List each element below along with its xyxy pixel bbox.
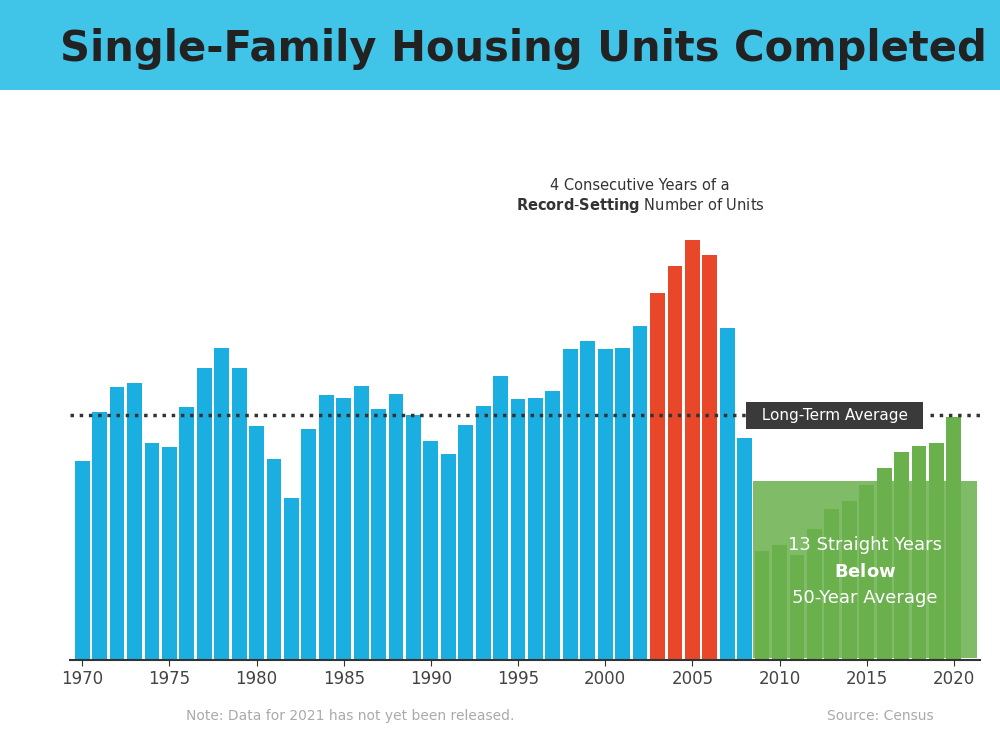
Text: 4 Consecutive Years of a
$\mathbf{Record}$-$\mathbf{Setting}$ Number of Units: 4 Consecutive Years of a $\mathbf{Record…	[516, 178, 764, 214]
Bar	[946, 418, 961, 660]
Bar	[301, 429, 316, 660]
Bar	[702, 255, 717, 660]
Bar	[284, 498, 299, 660]
Bar	[859, 485, 874, 660]
Text: Single-Family Housing Units Completed: Single-Family Housing Units Completed	[60, 28, 987, 70]
Bar	[476, 406, 491, 660]
Bar	[232, 368, 247, 660]
Bar	[545, 391, 560, 660]
Bar	[214, 348, 229, 660]
Bar	[319, 394, 334, 660]
Bar	[650, 293, 665, 660]
Bar	[110, 387, 124, 660]
Bar	[790, 555, 804, 660]
Bar	[371, 410, 386, 660]
Text: 13 Straight Years
$\mathbf{Below}$
50-Year Average: 13 Straight Years $\mathbf{Below}$ 50-Ye…	[788, 536, 942, 608]
Bar	[929, 442, 944, 660]
Bar	[179, 406, 194, 660]
Bar	[772, 544, 787, 660]
Text: Source: Census: Source: Census	[827, 709, 933, 723]
Bar	[824, 509, 839, 660]
Bar	[441, 454, 456, 660]
Text: Note: Data for 2021 has not yet been released.: Note: Data for 2021 has not yet been rel…	[186, 709, 514, 723]
Bar	[145, 442, 159, 660]
Bar	[737, 438, 752, 660]
Bar	[406, 415, 421, 660]
Bar	[75, 461, 90, 660]
Bar	[668, 266, 682, 660]
Bar	[458, 424, 473, 660]
Bar	[336, 398, 351, 660]
Bar	[598, 349, 613, 660]
Bar	[423, 441, 438, 660]
Bar	[249, 426, 264, 660]
Bar	[127, 383, 142, 660]
Bar	[493, 376, 508, 660]
Bar	[267, 459, 281, 660]
Bar	[807, 529, 822, 660]
Bar	[563, 349, 578, 660]
Bar	[720, 328, 735, 660]
Bar	[389, 394, 403, 660]
Bar	[912, 446, 926, 660]
Bar	[580, 341, 595, 660]
Bar	[842, 502, 857, 660]
Bar	[877, 468, 892, 660]
Bar	[528, 398, 543, 660]
FancyBboxPatch shape	[753, 482, 977, 658]
Bar	[633, 326, 647, 660]
Bar	[685, 240, 700, 660]
Bar	[615, 349, 630, 660]
Bar	[755, 551, 769, 660]
Bar	[894, 452, 909, 660]
Bar	[511, 399, 525, 660]
Bar	[162, 446, 177, 660]
Bar	[197, 368, 212, 660]
Bar	[354, 386, 369, 660]
Text: Long-Term Average: Long-Term Average	[752, 408, 917, 423]
Bar	[92, 412, 107, 660]
